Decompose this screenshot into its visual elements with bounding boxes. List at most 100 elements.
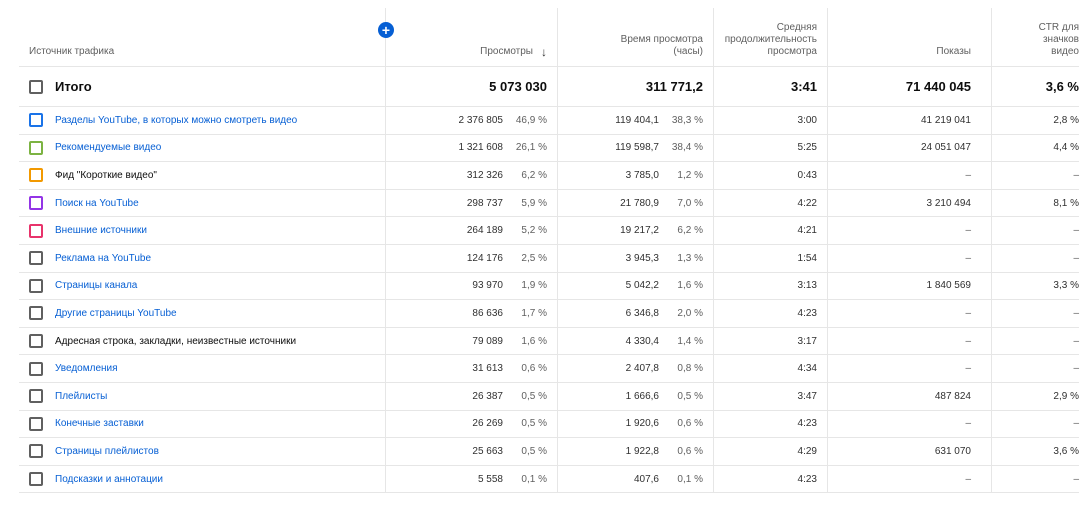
row-checkbox[interactable] [29, 251, 43, 266]
row-checkbox[interactable] [29, 361, 43, 376]
arrow-down-icon[interactable]: ↓ [541, 45, 547, 59]
row-source-label[interactable]: Рекомендуемые видео [55, 142, 162, 154]
row-impressions: – [965, 252, 971, 264]
row-source-label[interactable]: Адресная строка, закладки, неизвестные и… [55, 335, 297, 347]
row-source-label[interactable]: Страницы канала [55, 280, 138, 292]
row-impressions: 24 051 047 [920, 142, 971, 154]
row-avg: 3:47 [797, 390, 817, 402]
row-source-label[interactable]: Другие страницы YouTube [55, 307, 177, 319]
header-views[interactable]: + Просмотры ↓ [378, 8, 557, 66]
row-time-pct: 38,3 % [671, 114, 703, 126]
row-source-label[interactable]: Реклама на YouTube [55, 252, 152, 264]
row-time: 3 785,0 [625, 169, 659, 181]
row-source-label[interactable]: Поиск на YouTube [55, 197, 139, 209]
header-watch-time[interactable]: Время просмотра (часы) [557, 8, 713, 66]
row-ctr: – [1073, 418, 1079, 430]
table-row: Адресная строка, закладки, неизвестные и… [19, 327, 1079, 356]
row-time: 21 780,9 [620, 197, 659, 209]
row-avg: 1:54 [797, 252, 817, 264]
row-views: 2 376 805 [458, 114, 504, 126]
row-impressions: – [965, 473, 971, 485]
row-ctr: 4,4 % [1053, 142, 1079, 154]
row-time-pct: 1,3 % [677, 252, 703, 264]
row-checkbox[interactable] [29, 416, 43, 431]
row-checkbox[interactable] [29, 389, 43, 404]
row-time-pct: 1,6 % [677, 280, 703, 292]
table-row: Страницы канала 93 970 1,9 % 5 042,2 1,6 %… [19, 272, 1079, 301]
header-impressions[interactable]: Показы [827, 8, 991, 66]
row-views-pct: 5,9 % [521, 197, 547, 209]
table-row: Подсказки и аннотации 5 558 0,1 % 407,6 0,… [19, 465, 1079, 494]
table-row: Фид "Короткие видео" 312 326 6,2 % 3 785,… [19, 162, 1079, 190]
row-time: 2 407,8 [625, 363, 659, 375]
row-views: 25 663 [472, 445, 503, 457]
header-source[interactable]: Источник трафика [29, 46, 115, 57]
row-checkbox[interactable] [29, 140, 43, 155]
row-views: 124 176 [466, 252, 503, 264]
row-time: 1 666,6 [625, 390, 659, 402]
total-checkbox[interactable] [29, 79, 43, 94]
row-avg: 3:13 [797, 280, 817, 292]
total-row: Итого 5 073 030 311 771,2 3:41 71 440 04… [19, 67, 1079, 107]
row-checkbox[interactable] [29, 223, 43, 238]
row-time: 1 922,8 [625, 445, 659, 457]
row-ctr: – [1073, 252, 1079, 264]
row-impressions: – [965, 307, 971, 319]
row-source-label[interactable]: Конечные заставки [55, 418, 144, 430]
row-checkbox[interactable] [29, 306, 43, 321]
row-source-label[interactable]: Фид "Короткие видео" [55, 169, 157, 181]
row-views-pct: 1,6 % [521, 335, 547, 347]
row-checkbox[interactable] [29, 444, 43, 459]
traffic-source-table: Источник трафика + Просмотры ↓ Время прос… [19, 8, 1079, 494]
row-views-pct: 2,5 % [521, 252, 547, 264]
header-avg-duration[interactable]: Средняя продолжительность просмотра [713, 8, 827, 66]
row-time: 119 404,1 [615, 114, 659, 126]
row-checkbox[interactable] [29, 472, 43, 487]
row-avg: 4:23 [797, 473, 817, 485]
row-impressions: 631 070 [934, 445, 971, 457]
row-ctr: – [1073, 363, 1079, 375]
row-checkbox[interactable] [29, 334, 43, 349]
row-time-pct: 0,6 % [677, 418, 703, 430]
row-checkbox[interactable] [29, 196, 43, 211]
total-views: 5 073 030 [489, 79, 547, 94]
header-ctr[interactable]: CTR для значков видео [991, 8, 1079, 66]
row-time: 3 945,3 [625, 252, 659, 264]
row-ctr: – [1073, 307, 1079, 319]
row-source-label[interactable]: Плейлисты [55, 390, 108, 402]
table-row: Конечные заставки 26 269 0,5 % 1 920,6 0,6… [19, 410, 1079, 439]
table-row: Уведомления 31 613 0,6 % 2 407,8 0,8 % 4:3… [19, 355, 1079, 383]
total-impressions: 71 440 045 [905, 79, 971, 94]
row-source-label[interactable]: Страницы плейлистов [55, 445, 159, 457]
row-impressions: 487 824 [934, 390, 971, 402]
row-source-label[interactable]: Уведомления [55, 363, 118, 375]
row-views-pct: 26,1 % [515, 142, 547, 154]
row-time-pct: 38,4 % [671, 142, 703, 154]
row-impressions: 41 219 041 [920, 114, 971, 126]
row-views-pct: 1,7 % [521, 307, 547, 319]
row-source-label[interactable]: Внешние источники [55, 225, 147, 237]
row-impressions: – [965, 363, 971, 375]
table-header: Источник трафика + Просмотры ↓ Время прос… [19, 8, 1079, 67]
row-views-pct: 46,9 % [515, 114, 547, 126]
row-avg: 0:43 [797, 169, 817, 181]
row-checkbox[interactable] [29, 168, 43, 183]
row-time: 1 920,6 [625, 418, 659, 430]
row-source-label[interactable]: Подсказки и аннотации [55, 473, 163, 485]
row-views-pct: 1,9 % [521, 280, 547, 292]
row-checkbox[interactable] [29, 278, 43, 293]
row-avg: 4:34 [797, 363, 817, 375]
table-row: Рекомендуемые видео 1 321 608 26,1 % 119 … [19, 134, 1079, 163]
row-time: 19 217,2 [620, 225, 659, 237]
row-time: 5 042,2 [625, 280, 659, 292]
row-views: 5 558 [477, 473, 503, 485]
table-row: Плейлисты 26 387 0,5 % 1 666,6 0,5 % 3:47 … [19, 382, 1079, 411]
table-row: Другие страницы YouTube 86 636 1,7 % 6 34… [19, 300, 1079, 328]
row-time-pct: 0,6 % [677, 445, 703, 457]
row-views-pct: 0,6 % [521, 363, 547, 375]
row-time-pct: 0,1 % [677, 473, 703, 485]
row-checkbox[interactable] [29, 113, 43, 128]
row-source-label[interactable]: Разделы YouTube, в которых можно смотрет… [55, 114, 298, 126]
row-time: 407,6 [633, 473, 659, 485]
add-metric-icon[interactable]: + [378, 22, 394, 38]
